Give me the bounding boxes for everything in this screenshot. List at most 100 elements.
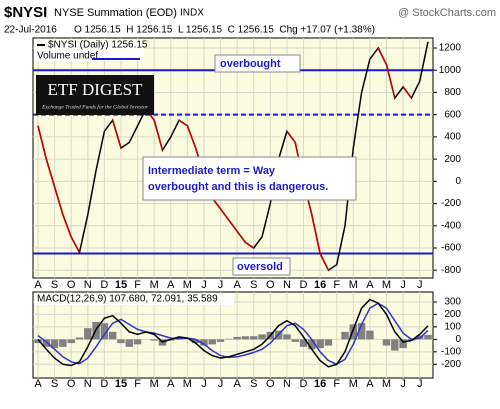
annotation-box [214, 54, 301, 73]
histogram-bar [208, 339, 216, 345]
volume-label: Volume undef [37, 51, 98, 62]
histogram-bar [366, 330, 374, 340]
histogram-bar [250, 336, 258, 340]
histogram-bar [108, 331, 117, 340]
y-tick-label: 200 [444, 309, 461, 320]
down-segment [186, 125, 197, 149]
x-tick-label: A [366, 378, 374, 390]
x-tick-label: O [67, 378, 76, 390]
logo-subtitle: Exchange Traded Funds for the Global Inv… [41, 103, 149, 110]
down-segment [245, 241, 255, 249]
histogram-bar [191, 339, 200, 344]
x-tick-label: A [233, 279, 241, 291]
x-tick-label: M [382, 378, 391, 390]
down-segment [62, 214, 72, 238]
annotation-line: overbought and this is dangerous. [148, 181, 328, 193]
down-segment [53, 186, 64, 215]
down-segment [319, 253, 330, 271]
histogram-bar [241, 336, 250, 340]
x-tick-label: M [183, 279, 192, 291]
x-tick-label: A [366, 279, 374, 291]
x-tick-label: M [349, 279, 358, 291]
y-tick-label: -200 [441, 359, 461, 370]
histogram-bar [291, 339, 299, 342]
x-tick-label: N [283, 378, 291, 390]
x-tick-label: J [417, 378, 423, 390]
x-tick-label: J [400, 378, 406, 390]
x-tick-label: A [34, 279, 42, 291]
x-tick-label: N [84, 378, 92, 390]
histogram-bar [150, 339, 158, 341]
down-segment [311, 214, 321, 254]
x-tick-label: N [283, 279, 291, 291]
histogram-bar [399, 339, 407, 349]
x-tick-label: F [333, 378, 340, 390]
y-tick-label: 600 [444, 109, 461, 120]
y-tick-label: -800 [441, 265, 461, 276]
histogram-bar [391, 339, 399, 351]
x-tick-label: A [167, 279, 175, 291]
x-tick-label: F [134, 279, 141, 291]
y-tick-label: -200 [441, 198, 461, 209]
x-tick-label: D [100, 279, 108, 291]
histogram-bar [84, 328, 92, 340]
histogram-bar [133, 339, 142, 345]
legend-box [34, 293, 234, 305]
annotation-box [232, 257, 291, 276]
down-segment [111, 120, 122, 149]
histogram-bar [424, 334, 432, 340]
macd-legend: MACD(12,26,9) 107.680, 72.091, 35.589 [37, 294, 218, 305]
down-segment [228, 219, 238, 232]
annotation-line: Intermediate term = Way [148, 165, 276, 177]
histogram-bar [75, 337, 84, 340]
x-tick-label: O [266, 378, 275, 390]
histogram-bar [316, 339, 324, 349]
histogram-bar [258, 334, 266, 340]
down-segment [70, 236, 81, 253]
x-tick-label: O [266, 279, 275, 291]
down-segment [178, 119, 188, 127]
x-tick-label: N [84, 279, 92, 291]
y-tick-label: 0 [455, 334, 461, 345]
y-tick-label: 1200 [439, 43, 462, 54]
down-segment [286, 130, 296, 143]
x-tick-label: J [201, 279, 207, 291]
y-tick-label: 0 [455, 176, 461, 187]
date: 22-Jul-2016 [4, 25, 57, 36]
histogram-bar [382, 339, 391, 346]
histogram-bar [42, 339, 51, 347]
down-segment [37, 125, 48, 160]
histogram-bar [299, 339, 308, 347]
y-tick-label: -400 [441, 220, 461, 231]
subtitle: NYSE Summation (EOD) [54, 7, 177, 19]
down-segment [377, 47, 388, 66]
histogram-bar [283, 334, 291, 340]
x-tick-label: O [67, 279, 76, 291]
histogram-bar [117, 339, 125, 344]
down-segment [45, 158, 56, 188]
exchange: INDX [180, 8, 204, 19]
histogram-bar [324, 339, 333, 346]
histogram-bar [216, 339, 225, 342]
x-tick-label: F [134, 378, 141, 390]
y-tick-label: -600 [441, 243, 461, 254]
source: @ StockCharts.com [398, 7, 496, 19]
histogram-bar [233, 336, 241, 340]
histogram-bar [349, 324, 358, 340]
histogram-bar [308, 339, 316, 350]
y-tick-label: 400 [444, 132, 461, 143]
y-tick-label: 800 [444, 87, 461, 98]
x-tick-label: 15 [115, 378, 127, 390]
x-tick-label: 16 [314, 378, 326, 390]
y-tick-label: 200 [444, 154, 461, 165]
histogram-bar [59, 339, 67, 347]
symbol: $NYSI [4, 4, 47, 21]
x-tick-label: M [150, 279, 159, 291]
annotation: oversold [237, 261, 283, 273]
x-tick-label: J [218, 378, 224, 390]
x-tick-label: S [51, 279, 58, 291]
histogram-bar [225, 338, 233, 340]
x-tick-label: M [183, 378, 192, 390]
x-tick-label: S [250, 279, 257, 291]
down-segment [402, 86, 413, 99]
